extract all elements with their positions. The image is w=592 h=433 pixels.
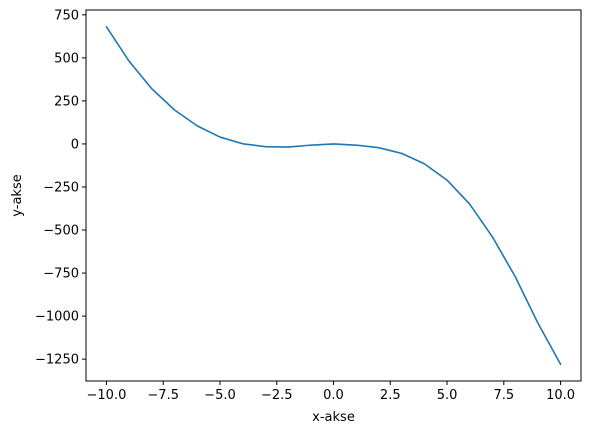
x-axis-ticks: −10.0 −7.5 −5.0 −2.5 0.0 2.5 5.0 7.5 10.0 bbox=[87, 381, 575, 403]
x-tick-label: −2.5 bbox=[261, 388, 293, 403]
x-tick-label: 10.0 bbox=[546, 388, 575, 403]
y-tick-label: −1250 bbox=[35, 353, 79, 368]
x-tick-label: 5.0 bbox=[437, 388, 458, 403]
x-tick-label: −7.5 bbox=[147, 388, 179, 403]
y-axis-label: y-akse bbox=[10, 174, 25, 216]
y-tick-label: −1000 bbox=[35, 310, 79, 325]
y-axis-ticks: 750 500 250 0 −250 −500 −750 −1000 −1250 bbox=[35, 8, 86, 368]
x-tick-label: 0.0 bbox=[323, 388, 344, 403]
series-line-0 bbox=[105, 26, 562, 366]
x-axis-label: x-akse bbox=[312, 410, 355, 425]
y-tick-label: 500 bbox=[54, 51, 79, 66]
y-tick-label: −500 bbox=[43, 224, 79, 239]
y-tick-label: 750 bbox=[54, 8, 79, 23]
x-tick-label: 7.5 bbox=[493, 388, 514, 403]
x-tick-label: 2.5 bbox=[380, 388, 401, 403]
x-tick-label: −10.0 bbox=[87, 388, 127, 403]
y-tick-label: −750 bbox=[43, 267, 79, 282]
x-tick-label: −5.0 bbox=[204, 388, 236, 403]
y-tick-label: −250 bbox=[43, 180, 79, 195]
y-tick-label: 0 bbox=[71, 137, 79, 152]
y-tick-label: 250 bbox=[54, 94, 79, 109]
